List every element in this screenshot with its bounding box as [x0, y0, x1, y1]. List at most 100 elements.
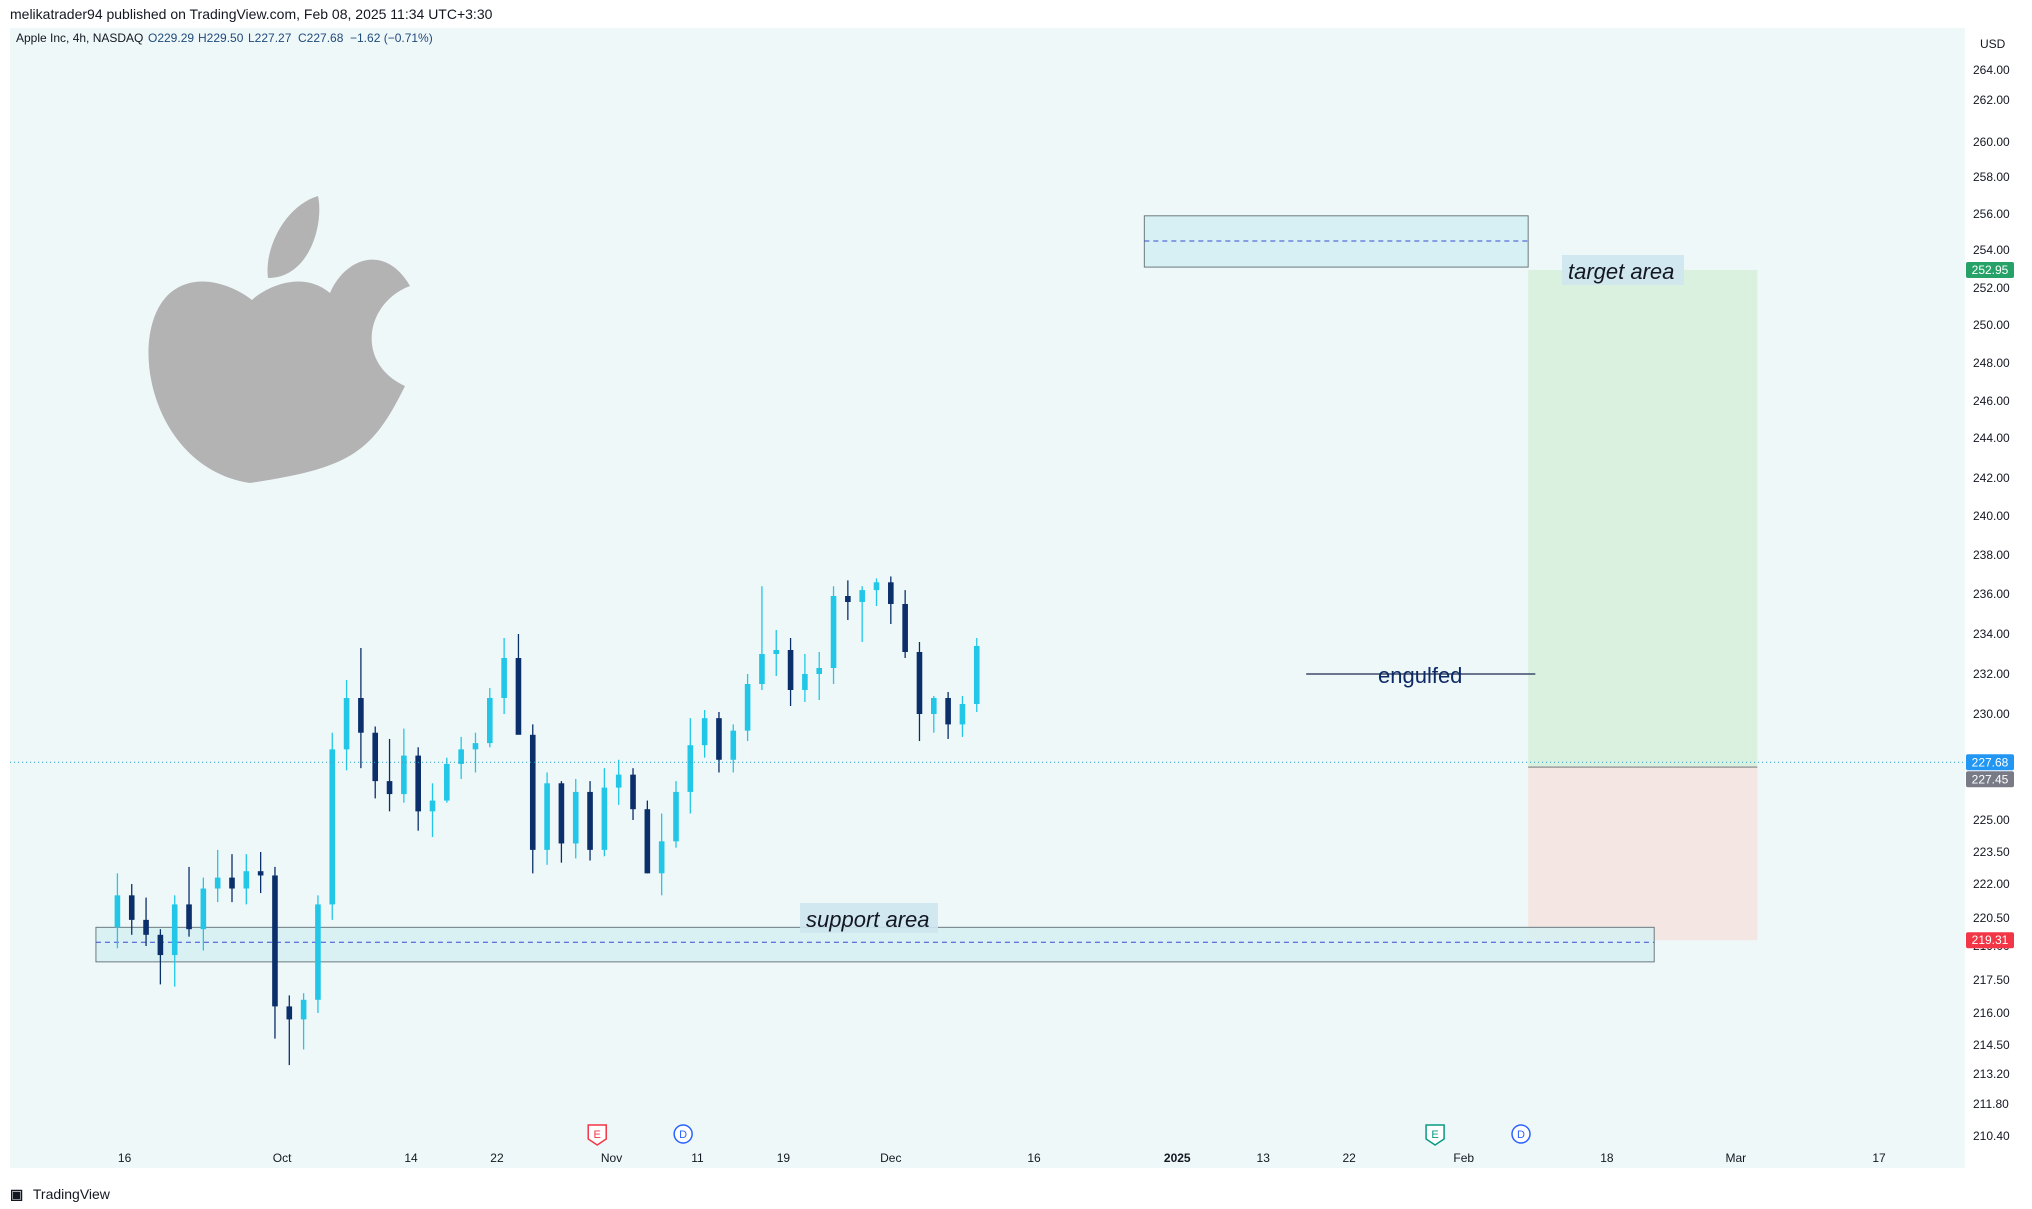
y-axis[interactable]: 264.00 262.00 260.00 258.00 256.00 254.00 252.…	[1973, 63, 2010, 1143]
candle-body	[888, 582, 894, 604]
candle	[315, 895, 321, 1013]
y-tick-label: 258.00	[1973, 170, 2010, 184]
candle-body	[859, 590, 865, 602]
x-tick-label: Feb	[1453, 1151, 1474, 1165]
chart-legend-change: −1.62 (−0.71%)	[350, 31, 433, 45]
x-tick-label: 17	[1872, 1151, 1886, 1165]
y-tick-label: 234.00	[1973, 627, 2010, 641]
candle-body	[959, 704, 966, 725]
candle	[229, 854, 235, 903]
tradingview-logo-icon[interactable]: ▣	[10, 1186, 24, 1202]
candle	[444, 757, 450, 803]
candle	[429, 783, 436, 838]
candle	[214, 849, 221, 903]
candles-layer	[114, 576, 980, 1066]
candle-body	[329, 749, 336, 905]
candle-body	[830, 596, 837, 668]
candle-body	[429, 800, 436, 812]
y-tick-label: 225.00	[1973, 813, 2010, 827]
y-tick-label: 254.00	[1973, 243, 2010, 257]
candle	[687, 718, 694, 814]
candle	[415, 747, 421, 831]
y-tick-label: 217.50	[1973, 973, 2010, 987]
chart-legend-symbol[interactable]: Apple Inc, 4h, NASDAQ	[16, 31, 143, 45]
x-tick-label: Dec	[880, 1151, 901, 1165]
candle-body	[945, 698, 951, 725]
price-label-text: 219.31	[1972, 933, 2009, 947]
price-label-bg	[1966, 261, 2014, 278]
x-tick-label: Nov	[601, 1151, 622, 1165]
candle	[902, 590, 908, 658]
candle	[615, 759, 622, 805]
candle-body	[701, 718, 708, 746]
candle	[601, 768, 608, 857]
candle-body	[372, 732, 379, 782]
candle	[658, 813, 665, 896]
candle-body	[658, 841, 665, 874]
y-tick-label: 244.00	[1973, 431, 2010, 445]
candle	[558, 781, 565, 863]
target-area-label-bg	[1562, 255, 1684, 285]
footer-brand[interactable]: TradingView	[32, 1186, 110, 1202]
x-tick-label: 16	[1027, 1151, 1041, 1165]
dividend-event-icon: D	[673, 1124, 693, 1144]
candle	[343, 680, 350, 771]
candle	[845, 580, 851, 620]
candle-body	[257, 871, 264, 876]
candle	[730, 724, 737, 773]
y-tick-label: 211.80	[1973, 1097, 2009, 1111]
x-tick-label: Mar	[1726, 1151, 1747, 1165]
candle	[257, 852, 264, 894]
engulfed-label: engulfed	[1378, 663, 1462, 688]
candle	[859, 586, 865, 642]
loss-zone	[1528, 767, 1758, 941]
candle	[458, 736, 464, 779]
candle	[759, 586, 765, 690]
candle	[472, 732, 479, 773]
x-tick-label: 2025	[1164, 1151, 1191, 1165]
candle-body	[458, 749, 464, 764]
candle	[888, 576, 894, 624]
candle-body	[386, 781, 393, 795]
event-shape	[673, 1124, 693, 1144]
candle-body	[358, 698, 364, 733]
chart-legend-high: H229.50	[198, 31, 244, 45]
candle-body	[773, 650, 780, 654]
chart-legend-close: C227.68	[298, 31, 344, 45]
candle-body	[415, 755, 421, 812]
price-scale-panel[interactable]	[1965, 28, 2032, 1168]
dividend-event-icon: D	[1511, 1124, 1531, 1144]
candle	[157, 929, 164, 985]
support-area-label: support area	[806, 907, 930, 932]
candle-body	[845, 596, 851, 602]
candle-body	[214, 877, 221, 889]
publish-text: melikatrader94 published on TradingView.…	[10, 6, 493, 22]
candle	[143, 897, 149, 946]
y-tick-label: 216.00	[1973, 1006, 2010, 1020]
candle	[329, 732, 336, 920]
y-tick-label: 236.00	[1973, 587, 2010, 601]
candle	[816, 652, 823, 700]
x-tick-label: 18	[1600, 1151, 1614, 1165]
event-letter: D	[679, 1129, 687, 1141]
candlestick-chart[interactable]: Apple Inc, 4h, NASDAQ O229.29 H229.50 L2…	[0, 28, 2032, 1180]
candle-body	[157, 934, 164, 956]
y-tick-label: 256.00	[1973, 207, 2010, 221]
profit-zone	[1528, 269, 1758, 768]
earnings-event-icon: E	[587, 1124, 607, 1146]
candle-body	[630, 774, 636, 810]
candle-body	[200, 888, 207, 930]
x-axis[interactable]: 16 Oct 14 22 Nov 11 19 Dec 16 2025 13 22 Feb 18 Mar 17	[118, 1151, 1886, 1165]
candle	[587, 781, 593, 861]
candle	[973, 638, 980, 712]
y-tick-label: 240.00	[1973, 509, 2010, 523]
candle	[358, 648, 364, 769]
candle-body	[902, 604, 908, 652]
candle-body	[401, 755, 407, 795]
candle	[544, 772, 550, 865]
candle-body	[544, 783, 550, 850]
x-tick-label: 22	[1342, 1151, 1356, 1165]
x-tick-label: 14	[404, 1151, 418, 1165]
y-tick-label: 220.50	[1973, 911, 2010, 925]
